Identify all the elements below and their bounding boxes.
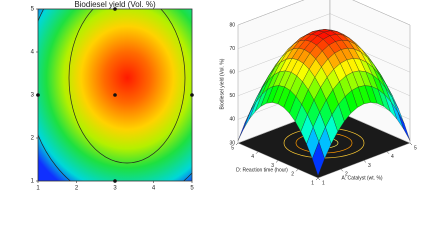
x-tick (386, 151, 390, 154)
y-tick-label: 5 (31, 7, 35, 13)
design-point (36, 93, 40, 97)
x-tick-label: 2 (75, 186, 79, 192)
x-tick (409, 142, 413, 146)
y-tick (255, 151, 259, 154)
x-tick-label: 5 (414, 145, 417, 151)
contour-plot: Biodiesel yield (Vol. %) (37, 0, 193, 182)
z-tick-label: 40 (229, 117, 235, 123)
y-tick-label: 1 (31, 179, 35, 185)
y-tick-label: 2 (291, 172, 294, 178)
y-tick-label: 3 (271, 163, 274, 169)
design-point (113, 7, 117, 11)
x-tick-label: 5 (190, 186, 194, 192)
x-tick (363, 160, 367, 163)
x-tick-label: 4 (391, 154, 394, 160)
z-grid-line (237, 0, 411, 26)
x-tick (340, 169, 344, 172)
y-tick-label: 5 (231, 145, 234, 151)
z-axis-label: Biodiesel yield (Vol. %) (219, 58, 225, 109)
y-tick (315, 177, 319, 181)
x-tick-label: 2 (345, 172, 348, 178)
surface-plot: 30 40 50 60 70 80 1 2 3 4 5 1 2 3 4 5 Biodiesel yield (V… (219, 0, 417, 186)
z-tick-label: 60 (229, 70, 235, 76)
z-grid-line (237, 13, 411, 49)
y-tick-label: 3 (31, 93, 35, 99)
design-point (190, 93, 194, 97)
figure: Biodiesel yield (Vol. %) 304050607080123… (31, 0, 417, 192)
z-tick-label: 80 (229, 22, 235, 28)
contour-lines (38, 9, 192, 181)
y-tick-label: 4 (31, 50, 35, 56)
y-tick (235, 142, 239, 146)
z-tick-label: 70 (229, 46, 235, 52)
x-tick-label: 1 (322, 180, 325, 186)
chart-title: Biodiesel yield (Vol. %) (74, 0, 156, 9)
y-tick (275, 160, 279, 163)
design-point (113, 93, 117, 97)
y-tick-label: 1 (311, 180, 314, 186)
x-axis-label: A: Catalyst (wt. %) (341, 175, 382, 181)
y-tick (295, 169, 299, 172)
y-tick-label: 4 (251, 154, 254, 160)
y-axis-label: D: Reaction time (hour) (236, 167, 288, 173)
x-tick-label: 3 (368, 163, 371, 169)
surface-patch (312, 141, 325, 177)
x-tick-label: 4 (152, 186, 156, 192)
z-tick-label: 50 (229, 93, 235, 99)
x-tick-label: 1 (36, 186, 40, 192)
design-point (113, 179, 117, 183)
x-tick (317, 177, 321, 181)
x-tick-label: 3 (113, 186, 117, 192)
z-tick-label: 30 (229, 140, 235, 146)
y-tick-label: 2 (31, 136, 35, 142)
